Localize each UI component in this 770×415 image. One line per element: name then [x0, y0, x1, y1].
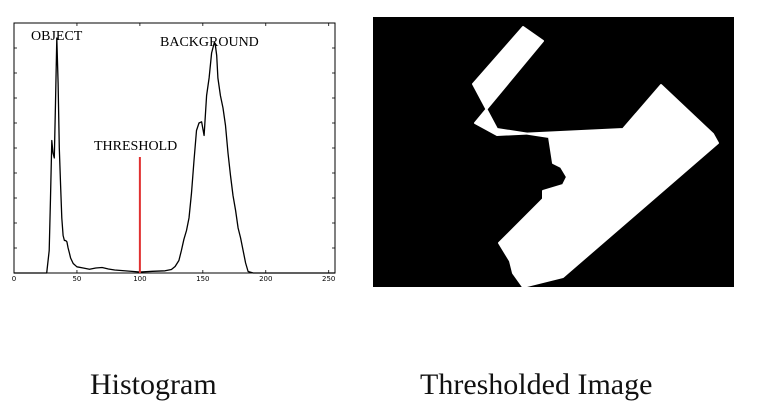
thresholded-image	[373, 17, 734, 288]
threshold-label: THRESHOLD	[94, 139, 177, 154]
object-label: OBJECT	[31, 29, 83, 44]
x-tick-label: 50	[72, 275, 81, 283]
background-label: BACKGROUND	[160, 35, 259, 50]
object-silhouette	[472, 26, 719, 288]
x-tick-label: 0	[12, 275, 16, 283]
x-tick-label: 100	[133, 275, 146, 283]
thresholded-caption: Thresholded Image	[420, 368, 653, 401]
histogram-panel: 0 50 100 150 200 250 OBJECT BACKGROUND THRESHOLD	[0, 0, 345, 295]
histogram-chart: 0 50 100 150 200 250 OBJECT BACKGROUND THRESHOLD	[12, 22, 336, 283]
x-tick-label: 200	[259, 275, 272, 283]
histogram-caption: Histogram	[90, 368, 217, 401]
thresholded-image-panel	[373, 17, 734, 288]
histogram-line	[14, 37, 335, 274]
x-tick-label: 150	[196, 275, 209, 283]
x-tick-label: 250	[322, 275, 335, 283]
